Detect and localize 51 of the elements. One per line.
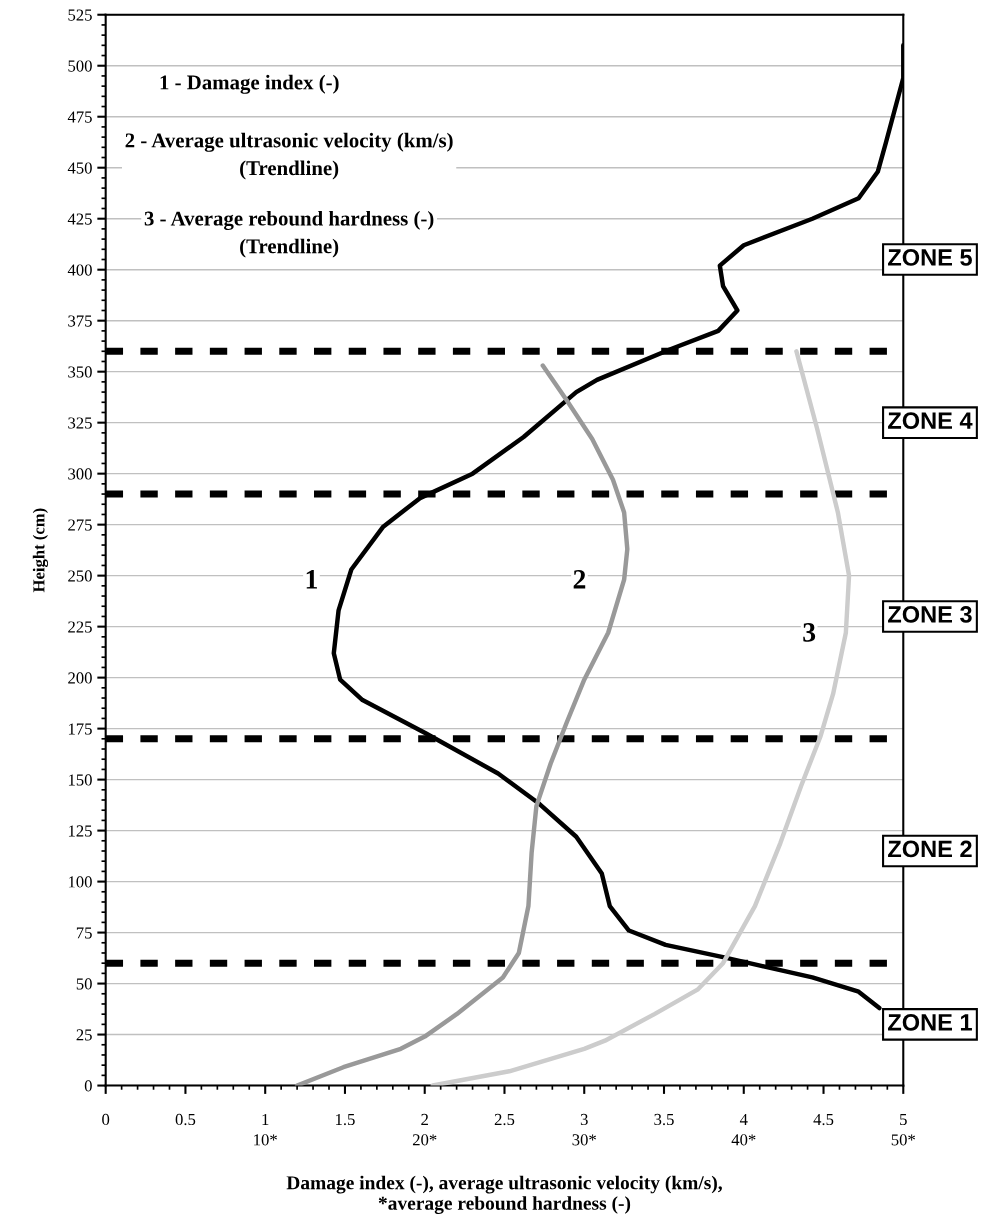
y-tick-label: 450 <box>67 162 92 174</box>
annotation: 2 <box>573 570 586 589</box>
y-tick-label: 525 <box>68 9 92 21</box>
x-tick-label: 0 <box>102 1113 110 1126</box>
x-tick-label: 3 <box>580 1113 588 1126</box>
y-tick-label: 25 <box>76 1029 92 1041</box>
y-tick-label: 75 <box>76 927 92 939</box>
x2-tick-label: 30* <box>572 1134 596 1146</box>
y-tick-label: 200 <box>68 672 92 684</box>
annotation: ZONE 2 <box>888 840 972 858</box>
annotation: ZONE 1 <box>888 1013 972 1031</box>
annotation: 1 <box>306 570 317 589</box>
y-tick-label: 150 <box>68 774 92 786</box>
y-axis-title: Height (cm) <box>32 508 49 593</box>
y-tick-label: 250 <box>68 570 92 582</box>
x2-tick-label: 20* <box>412 1134 437 1146</box>
annotation: 3 <box>803 623 816 642</box>
annotation: 1 - Damage index (-) <box>160 74 339 94</box>
y-tick-label: 275 <box>68 519 92 531</box>
x-tick-label: 2 <box>421 1113 428 1125</box>
x-axis-title: Damage index (-), average ultrasonic velocity (km/s), *average rebound hardness (-) <box>286 1175 722 1214</box>
annotation: ZONE 3 <box>888 606 972 623</box>
y-tick-label: 100 <box>68 876 92 888</box>
x-tick-label: 3.5 <box>654 1113 674 1126</box>
y-tick-label: 125 <box>68 825 92 837</box>
x-tick-label: 1.5 <box>336 1113 355 1126</box>
y-tick-label: 175 <box>68 723 92 735</box>
x-tick-label: 4.5 <box>813 1113 834 1126</box>
y-tick-label: 375 <box>68 315 92 327</box>
x-tick-label: 0.5 <box>175 1113 196 1126</box>
annotation: 2 - Average ultrasonic velocity (km/s) (Trendline) <box>125 132 453 180</box>
x-tick-label: 4 <box>739 1113 748 1125</box>
y-tick-label: 500 <box>68 60 92 72</box>
annotation: ZONE 5 <box>888 249 972 266</box>
x-tick-label: 1 <box>262 1113 269 1125</box>
y-tick-label: 475 <box>67 111 92 123</box>
y-tick-label: 425 <box>67 213 92 225</box>
x-tick-label: 5 <box>900 1113 907 1126</box>
y-tick-label: 400 <box>67 264 92 276</box>
y-tick-label: 50 <box>76 978 92 990</box>
y-tick-label: 225 <box>68 621 92 633</box>
y-tick-label: 0 <box>84 1080 92 1092</box>
y-tick-label: 350 <box>68 366 92 378</box>
y-tick-label: 325 <box>68 417 92 429</box>
x2-tick-label: 10* <box>254 1134 277 1146</box>
annotation: 3 - Average rebound hardness (-) (Trendline) <box>144 210 434 258</box>
x2-tick-label: 40* <box>731 1134 756 1146</box>
x2-tick-label: 50* <box>891 1134 915 1146</box>
annotation: ZONE 4 <box>888 412 973 429</box>
x-tick-label: 2.5 <box>494 1113 515 1126</box>
y-tick-label: 300 <box>68 468 92 480</box>
